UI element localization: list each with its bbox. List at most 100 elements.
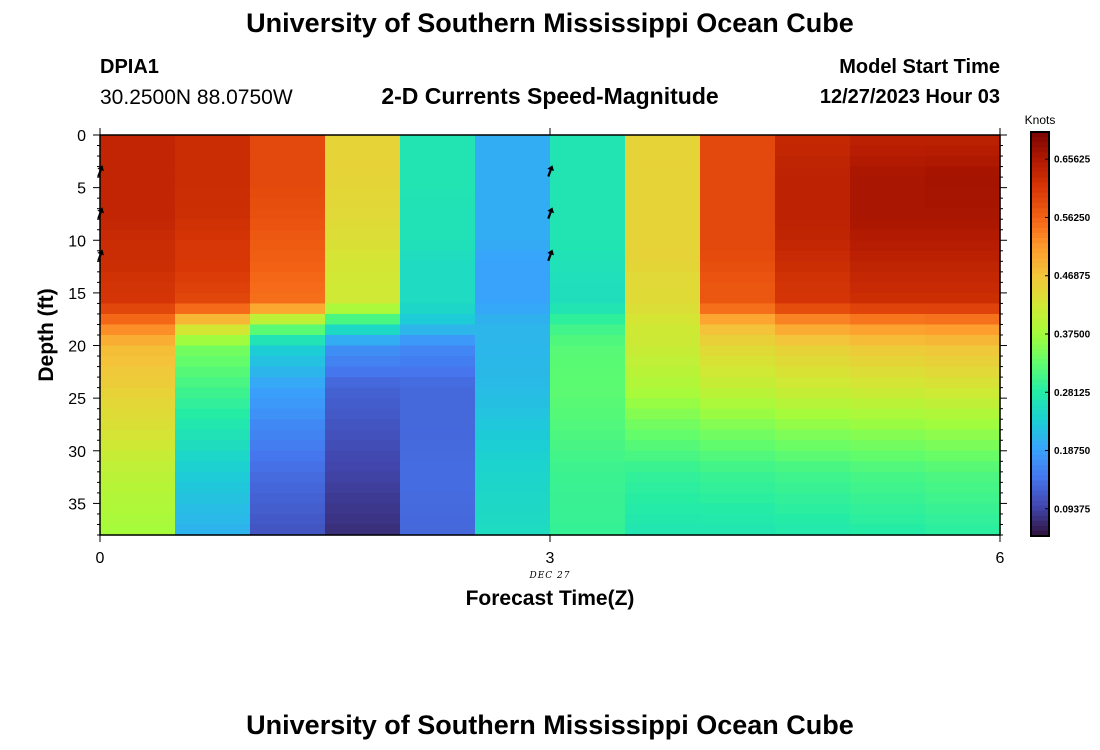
heatmap-cell (850, 208, 926, 220)
heatmap-cell (550, 471, 626, 483)
heatmap-cell (475, 303, 551, 315)
heatmap-cell (850, 177, 926, 189)
heatmap-cell (100, 229, 176, 241)
heatmap-cell (250, 292, 326, 305)
heatmap-cell (250, 524, 326, 536)
heatmap-cell (100, 156, 176, 168)
heatmap-cell (100, 408, 176, 420)
heatmap-cell (475, 313, 551, 326)
heatmap-cell (925, 482, 1001, 494)
heatmap-cell (325, 345, 401, 357)
heatmap-cell (175, 503, 251, 515)
heatmap-cell (775, 271, 851, 283)
heatmap-cell (925, 440, 1001, 452)
heatmap-cell (400, 429, 476, 441)
heatmap-cell (625, 492, 701, 505)
colorbar-segment (1031, 465, 1049, 471)
heatmap-cell (250, 429, 326, 441)
heatmap-cell (775, 408, 851, 420)
heatmap-cell (700, 198, 776, 210)
heatmap-cell (175, 198, 251, 210)
heatmap-cell (400, 219, 476, 231)
current-vector-arrow (547, 249, 554, 262)
colorbar-segment (1031, 389, 1049, 396)
heatmap-cell (250, 440, 326, 452)
heatmap-cell (625, 440, 701, 452)
heatmap-cell (325, 335, 401, 347)
heatmap-cell (775, 313, 851, 326)
heatmap-cell (625, 335, 701, 347)
heatmap-cell (100, 366, 176, 378)
heatmap-cell (850, 219, 926, 231)
heatmap-cell (700, 208, 776, 220)
heatmap-cell (175, 324, 251, 336)
heatmap-cell (475, 219, 551, 231)
heatmap-cell (325, 156, 401, 168)
heatmap-cell (700, 166, 776, 178)
heatmap-cell (925, 503, 1001, 515)
heatmap-cell (325, 282, 401, 294)
heatmap-cell (775, 303, 851, 315)
heatmap-cell (250, 492, 326, 505)
heatmap-cell (325, 187, 401, 199)
heatmap-cell (250, 387, 326, 399)
heatmap-cell (175, 450, 251, 462)
heatmap-cell (625, 177, 701, 189)
heatmap-cell (550, 303, 626, 315)
heatmap-cell (550, 250, 626, 262)
heatmap-cell (400, 398, 476, 410)
colorbar-tick-label: 0.18750 (1054, 446, 1091, 457)
heatmap-cell (250, 156, 326, 168)
colorbar-segment (1031, 177, 1049, 184)
heatmap-cells (100, 135, 1001, 536)
colorbar-segment (1031, 480, 1049, 487)
colorbar-segment (1031, 243, 1049, 249)
heatmap-cell (850, 261, 926, 273)
heatmap-cell (625, 471, 701, 483)
heatmap-cell (100, 282, 176, 294)
heatmap-cell (175, 345, 251, 357)
heatmap-cell (925, 461, 1001, 473)
colorbar-segment (1031, 515, 1049, 522)
x-tick-label: 3 (546, 550, 555, 567)
colorbar-segment (1031, 349, 1049, 355)
heatmap-cell (550, 208, 626, 220)
heatmap-cell (325, 219, 401, 231)
heatmap-cell (925, 250, 1001, 262)
heatmap-cell (850, 282, 926, 294)
colorbar-segment (1031, 192, 1049, 199)
colorbar-segment (1031, 460, 1049, 466)
heatmap-cell (475, 471, 551, 483)
colorbar-segment (1031, 253, 1049, 259)
heatmap-cell (400, 482, 476, 494)
station-id: DPIA1 (100, 56, 159, 78)
heatmap-cell (550, 377, 626, 389)
heatmap-cell (925, 492, 1001, 505)
heatmap-cell (400, 271, 476, 283)
heatmap-cell (550, 261, 626, 273)
heatmap-cell (475, 377, 551, 389)
heatmap-cell (175, 492, 251, 505)
heatmap-cell (475, 513, 551, 526)
heatmap-cell (100, 450, 176, 462)
x-tick-label: 6 (996, 550, 1005, 567)
x-tick-label: 0 (96, 550, 105, 567)
heatmap-cell (775, 145, 851, 157)
heatmap-cell (850, 156, 926, 168)
y-tick-label: 0 (77, 128, 86, 145)
heatmap-cell (250, 377, 326, 389)
heatmap-cell (700, 345, 776, 357)
heatmap-cell (175, 166, 251, 178)
heatmap-cell (325, 166, 401, 178)
heatmap-cell (850, 450, 926, 462)
heatmap-cell (250, 145, 326, 157)
colorbar-segment (1031, 263, 1049, 269)
heatmap-cell (250, 335, 326, 347)
heatmap-cell (550, 313, 626, 326)
colorbar-segment (1031, 248, 1049, 254)
heatmap-cell (625, 219, 701, 231)
heatmap-cell (925, 313, 1001, 326)
heatmap-cell (250, 503, 326, 515)
colorbar-segment (1031, 197, 1049, 204)
heatmap-cell (400, 503, 476, 515)
